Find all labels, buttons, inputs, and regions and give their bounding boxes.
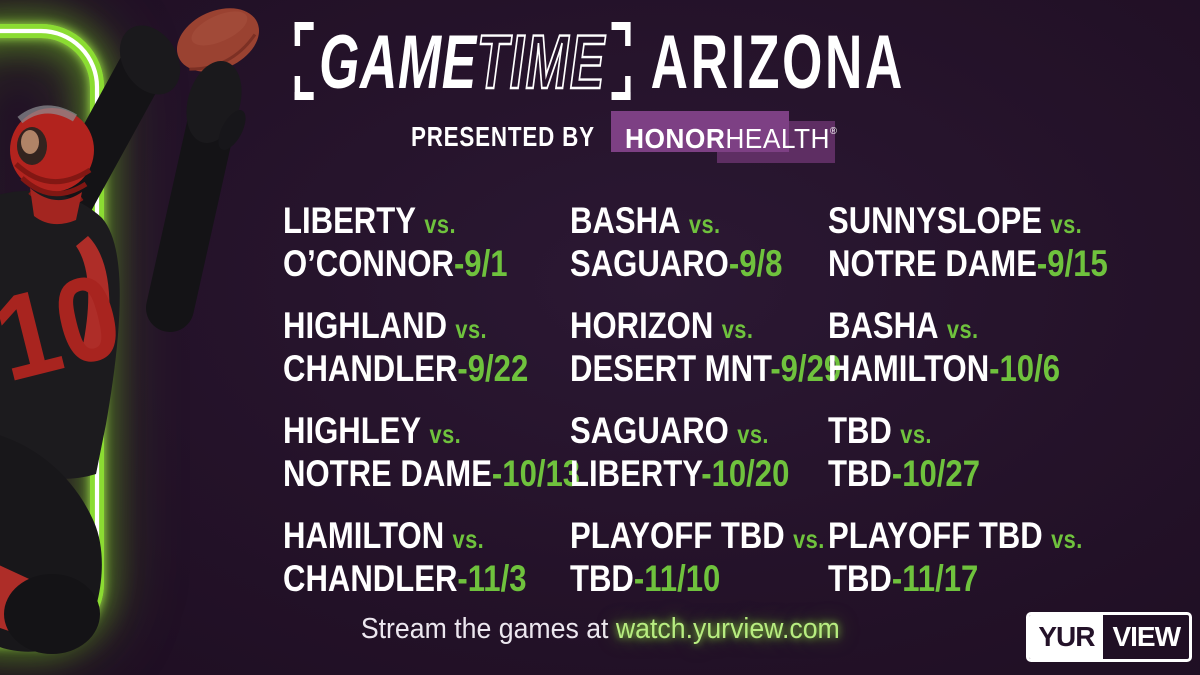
- home-team: PLAYOFF TBD: [828, 515, 1043, 556]
- football-player-photo: 10: [0, 8, 260, 654]
- away-team: CHANDLER: [283, 348, 458, 389]
- game-date: -9/29: [770, 348, 842, 389]
- game-entry: TBD vs. TBD-10/27: [828, 411, 1168, 516]
- sponsor-name-bold: HONOR: [624, 123, 726, 154]
- away-team: O’CONNOR: [283, 243, 454, 284]
- vs-label: vs.: [1050, 209, 1083, 239]
- game-entry: BASHA vs. HAMILTON-10/6: [828, 306, 1168, 411]
- game-entry: BASHA vs. SAGUARO-9/8: [570, 201, 828, 306]
- vs-label: vs.: [900, 419, 932, 449]
- game-date: -10/6: [989, 348, 1060, 389]
- game-date: -11/3: [457, 558, 527, 599]
- away-team: CHANDLER: [283, 558, 458, 599]
- stream-url-link[interactable]: watch.yurview.com: [615, 613, 840, 645]
- vs-label: vs.: [1051, 524, 1083, 554]
- game-date: -11/17: [891, 558, 979, 599]
- title-region: ARIZONA: [650, 20, 906, 105]
- page-title: GAMETIME ARIZONA: [0, 20, 1200, 105]
- away-team: SAGUARO: [570, 243, 729, 284]
- presented-by-row: PRESENTED BY HONORHEALTH®: [0, 111, 1200, 163]
- home-team: SAGUARO: [570, 410, 729, 451]
- game-date: -10/20: [701, 453, 790, 494]
- away-team: TBD: [828, 558, 892, 599]
- game-entry: PLAYOFF TBD vs. TBD-11/17: [828, 516, 1168, 621]
- vs-label: vs.: [452, 524, 485, 554]
- home-team: HIGHLAND: [283, 305, 448, 346]
- game-entry: LIBERTY vs. O’CONNOR-9/1: [283, 201, 570, 306]
- yurview-logo-yur: YUR: [1029, 615, 1104, 659]
- game-entry: HORIZON vs. DESERT MNT-9/29: [570, 305, 841, 411]
- bracket-left-icon: [294, 22, 314, 100]
- presented-by-label: PRESENTED BY: [411, 121, 595, 152]
- game-date: -10/27: [891, 453, 981, 494]
- game-date: -10/13: [491, 453, 581, 494]
- game-entry: SAGUARO vs. LIBERTY-10/20: [570, 411, 828, 516]
- game-date: -11/10: [633, 558, 721, 599]
- vs-label: vs.: [429, 419, 462, 449]
- honorhealth-logo-text: HONORHEALTH®: [624, 116, 837, 155]
- title-time: TIME: [476, 20, 606, 105]
- game-date: -9/22: [457, 348, 529, 389]
- footer: Stream the games at watch.yurview.com: [0, 613, 1200, 646]
- honorhealth-logo-box: [610, 111, 789, 152]
- vs-label: vs.: [688, 209, 721, 239]
- title-game: GAME: [319, 20, 478, 105]
- game-date: -9/1: [453, 243, 508, 284]
- stream-text: Stream the games at: [360, 613, 616, 645]
- vs-label: vs.: [721, 314, 754, 344]
- game-entry: SUNNYSLOPE vs. NOTRE DAME-9/15: [828, 201, 1168, 306]
- away-team: TBD: [570, 558, 634, 599]
- bracket-right-icon: [611, 22, 631, 100]
- yurview-logo: YUR VIEW: [1026, 612, 1192, 662]
- away-team: TBD: [828, 453, 892, 494]
- registered-mark: ®: [829, 126, 837, 137]
- honorhealth-logo: HONORHEALTH®: [610, 111, 837, 163]
- home-team: TBD: [828, 410, 892, 451]
- game-schedule-grid: LIBERTY vs. O’CONNOR-9/1 BASHA vs. SAGUARO…: [283, 201, 1168, 621]
- game-date: -9/8: [728, 243, 783, 284]
- vs-label: vs.: [737, 419, 769, 449]
- home-team: LIBERTY: [283, 200, 416, 241]
- home-team: PLAYOFF TBD: [570, 515, 785, 556]
- home-team: HIGHLEY: [283, 410, 422, 451]
- sponsor-name-light: HEALTH: [725, 123, 830, 154]
- game-entry: HIGHLAND vs. CHANDLER-9/22: [283, 306, 570, 411]
- football-icon: [176, 8, 260, 72]
- away-team: NOTRE DAME: [283, 453, 492, 494]
- vs-label: vs.: [455, 314, 488, 344]
- away-team: DESERT MNT: [570, 348, 771, 389]
- away-team: LIBERTY: [570, 453, 702, 494]
- yurview-logo-view: VIEW: [1112, 621, 1181, 652]
- game-entry: HAMILTON vs. CHANDLER-11/3: [283, 516, 570, 621]
- vs-label: vs.: [946, 314, 979, 344]
- home-team: HAMILTON: [283, 515, 445, 556]
- game-date: -9/15: [1036, 243, 1108, 284]
- away-team: NOTRE DAME: [828, 243, 1037, 284]
- home-team: BASHA: [828, 305, 939, 346]
- vs-label: vs.: [424, 209, 456, 239]
- away-team: HAMILTON: [828, 348, 990, 389]
- vs-label: vs.: [793, 524, 825, 554]
- game-entry: HIGHLEY vs. NOTRE DAME-10/13: [283, 410, 580, 516]
- game-entry: PLAYOFF TBD vs. TBD-11/10: [570, 516, 828, 621]
- home-team: BASHA: [570, 200, 681, 241]
- home-team: HORIZON: [570, 305, 714, 346]
- home-team: SUNNYSLOPE: [828, 200, 1043, 241]
